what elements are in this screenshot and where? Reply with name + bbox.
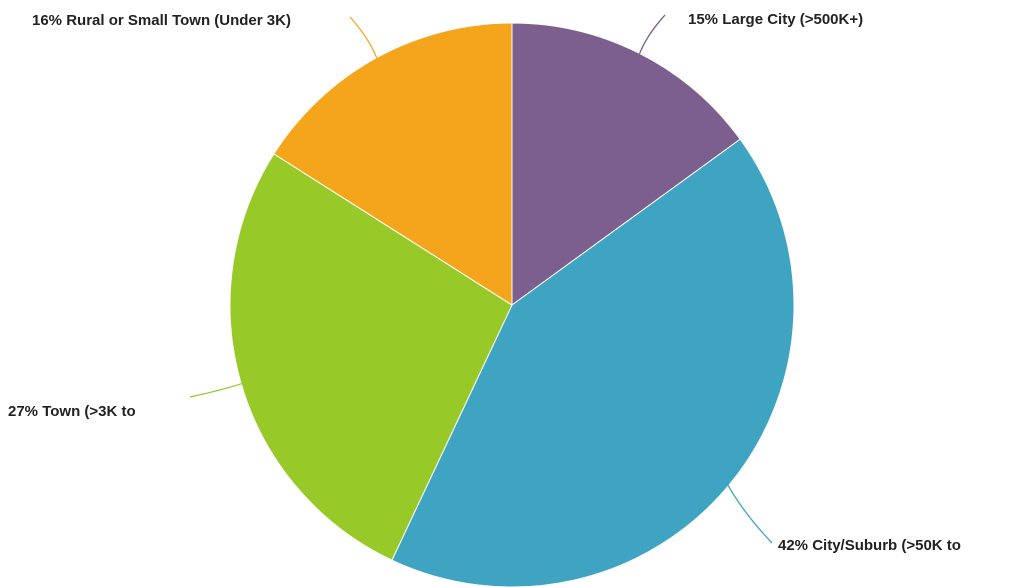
leader-line <box>349 16 379 62</box>
value-label: 15% <box>688 11 719 28</box>
slice-label: 42% City/Suburb (>50K to <box>778 536 1024 555</box>
leader-line <box>725 481 773 544</box>
category-label: City/Suburb (>50K to <box>812 537 961 554</box>
slice-label: 15% Large City (>500K+) <box>688 10 1008 29</box>
leader-line <box>189 381 246 398</box>
value-label: 27% <box>8 403 39 420</box>
value-label: 42% <box>778 537 809 554</box>
leader-line <box>637 14 666 58</box>
pie-slice <box>391 138 795 587</box>
value-label: 16% <box>32 12 63 29</box>
category-label: Rural or Small Town (Under 3K) <box>66 12 291 29</box>
slice-label: 16% Rural or Small Town (Under 3K) <box>32 11 332 30</box>
slice-label: 27% Town (>3K to <box>8 402 208 421</box>
category-label: Large City (>500K+) <box>722 11 864 28</box>
category-label: Town (>3K to <box>42 403 136 420</box>
